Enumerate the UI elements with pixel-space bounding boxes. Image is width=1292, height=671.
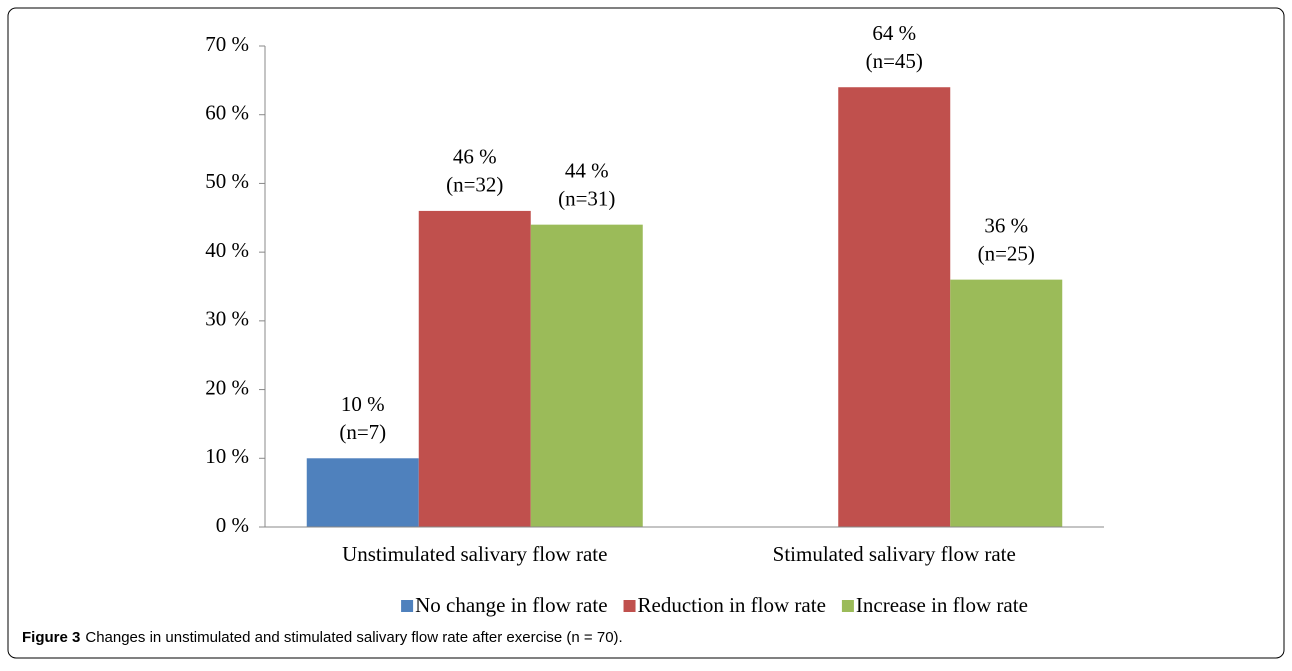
legend-label: Reduction in flow rate (638, 593, 826, 617)
y-tick-label: 20 % (205, 375, 249, 399)
y-tick-label: 70 % (205, 32, 249, 56)
bar (306, 458, 419, 527)
count-label: (n=31) (558, 186, 615, 210)
caption-text: Changes in unstimulated and stimulated s… (85, 629, 622, 646)
y-tick-label: 60 % (205, 101, 249, 125)
y-tick-label: 40 % (205, 238, 249, 262)
data-label: 36 % (984, 213, 1028, 237)
bar (530, 224, 643, 527)
x-tick-label: Stimulated salivary flow rate (773, 542, 1016, 566)
legend-label: No change in flow rate (415, 593, 607, 617)
legend-label: Increase in flow rate (856, 593, 1028, 617)
legend-swatch (623, 600, 636, 612)
caption-label: Figure 3 (22, 629, 80, 646)
caption: Figure 3 Changes in unstimulated and stim… (22, 629, 623, 646)
y-tick-label: 0 % (216, 513, 249, 537)
y-tick-label: 30 % (205, 307, 249, 331)
bar (950, 279, 1063, 527)
y-tick-label: 10 % (205, 444, 249, 468)
data-label: 46 % (453, 145, 497, 169)
frame (7, 7, 1285, 659)
data-label: 44 % (565, 158, 609, 182)
x-tick-label: Unstimulated salivary flow rate (342, 542, 607, 566)
count-label: (n=7) (339, 420, 386, 444)
bar (838, 87, 951, 527)
legend-swatch (841, 600, 854, 612)
data-label: 10 % (341, 392, 385, 416)
legend-swatch (401, 600, 414, 612)
y-tick-label: 50 % (205, 169, 249, 193)
count-label: (n=32) (446, 173, 503, 197)
count-label: (n=25) (978, 241, 1035, 265)
data-label: 64 % (872, 21, 916, 45)
count-label: (n=45) (866, 49, 923, 73)
bar (418, 210, 531, 527)
